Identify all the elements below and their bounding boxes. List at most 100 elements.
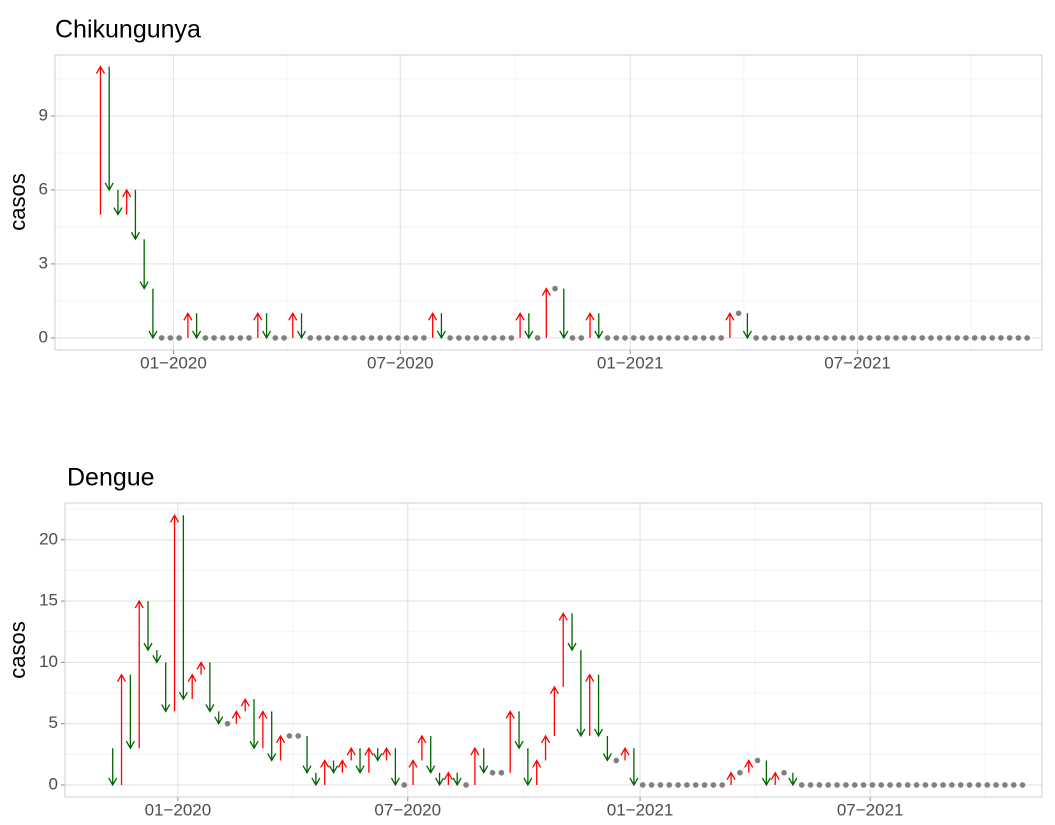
unchanged-point (333, 335, 340, 341)
unchanged-point (901, 335, 908, 341)
unchanged-point (779, 335, 786, 341)
unchanged-point (324, 335, 331, 341)
unchanged-point (295, 733, 302, 739)
unchanged-point (1002, 782, 1008, 788)
arrow-up (417, 734, 427, 761)
arrow-down (761, 760, 771, 787)
unchanged-point (928, 335, 934, 341)
unchanged-point (866, 335, 873, 341)
unchanged-point (613, 335, 620, 341)
unchanged-point (954, 335, 961, 341)
unchanged-point (797, 335, 803, 341)
unchanged-point (176, 335, 182, 341)
unchanged-point (675, 782, 681, 788)
arrow-down (742, 313, 752, 340)
x-tick-label: 01−2020 (145, 800, 212, 819)
unchanged-point (657, 782, 664, 788)
arrow-down (152, 650, 162, 664)
unchanged-point (613, 757, 620, 764)
unchanged-point (945, 335, 952, 341)
unchanged-point (701, 782, 708, 788)
arrow-down (302, 735, 312, 775)
arrow-up (620, 746, 630, 761)
x-tick-label: 01−2021 (597, 353, 664, 372)
unchanged-point (552, 285, 558, 292)
unchanged-point (666, 782, 673, 788)
arrow-up (183, 311, 193, 338)
arrow-up (381, 746, 392, 761)
unchanged-point (1024, 335, 1030, 341)
unchanged-point (639, 335, 646, 341)
unchanged-point (421, 335, 427, 341)
unchanged-point (807, 782, 814, 788)
arrow-up (196, 661, 206, 675)
unchanged-point (896, 782, 902, 788)
arrow-up (337, 759, 347, 773)
arrow-up (540, 734, 551, 761)
unchanged-point (639, 782, 646, 788)
arrow-down (788, 772, 798, 787)
unchanged-point (700, 335, 707, 341)
unchanged-point (359, 335, 366, 341)
arrow-down (139, 239, 149, 290)
unchanged-point (788, 335, 794, 341)
unchanged-point (919, 335, 926, 341)
y-tick-label: 6 (39, 179, 48, 198)
arrow-down (452, 772, 462, 787)
unchanged-point (949, 782, 955, 788)
unchanged-point (860, 782, 867, 788)
unchanged-point (683, 335, 689, 341)
arrow-down (296, 313, 307, 340)
unchanged-point (963, 335, 969, 341)
arrow-down (267, 711, 277, 762)
arrow-down (125, 674, 135, 750)
unchanged-point (604, 335, 611, 341)
arrow-up (187, 673, 197, 700)
unchanged-point (648, 335, 655, 341)
unchanged-point (849, 335, 856, 341)
arrow-down (629, 748, 639, 787)
panel-border (64, 502, 1043, 798)
arrow-down (249, 699, 259, 750)
arrow-down (373, 748, 383, 762)
unchanged-point (1015, 335, 1022, 341)
arrow-up (558, 612, 568, 687)
unchanged-point (834, 782, 840, 788)
unchanged-point (657, 335, 663, 341)
y-tick-label: 5 (49, 713, 58, 732)
arrow-down (594, 313, 604, 340)
unchanged-point (975, 782, 982, 788)
panel-group: 0 5 10 15 20 01−2020 07−2020 01−2021 07−2021 (39, 502, 1043, 819)
unchanged-point (805, 335, 812, 341)
unchanged-point (377, 335, 384, 341)
unchanged-point (286, 733, 293, 739)
unchanged-point (534, 335, 541, 341)
arrow-up (726, 771, 736, 785)
arrow-up (320, 759, 330, 785)
unchanged-point (814, 335, 821, 341)
unchanged-point (1010, 782, 1017, 788)
unchanged-point (630, 335, 637, 341)
arrow-down (524, 313, 534, 340)
unchanged-point (816, 782, 823, 788)
arrow-up (515, 311, 525, 338)
arrow-up (725, 311, 735, 338)
arrow-up (95, 65, 106, 215)
unchanged-point (878, 782, 885, 788)
unchanged-point (158, 335, 165, 341)
unchanged-point (762, 335, 768, 341)
arrow-up (253, 311, 263, 338)
unchanged-point (202, 335, 209, 341)
unchanged-point (884, 335, 891, 341)
unchanged-point (840, 335, 847, 341)
unchanged-point (922, 782, 929, 788)
x-tick-label: 07−2020 (367, 353, 434, 372)
unchanged-point (167, 335, 174, 341)
arrow-down (523, 748, 533, 787)
unchanged-point (993, 782, 999, 788)
unchanged-point (246, 335, 252, 341)
unchanged-point (351, 335, 357, 341)
unchanged-point (984, 782, 991, 788)
unchanged-point (825, 782, 832, 788)
